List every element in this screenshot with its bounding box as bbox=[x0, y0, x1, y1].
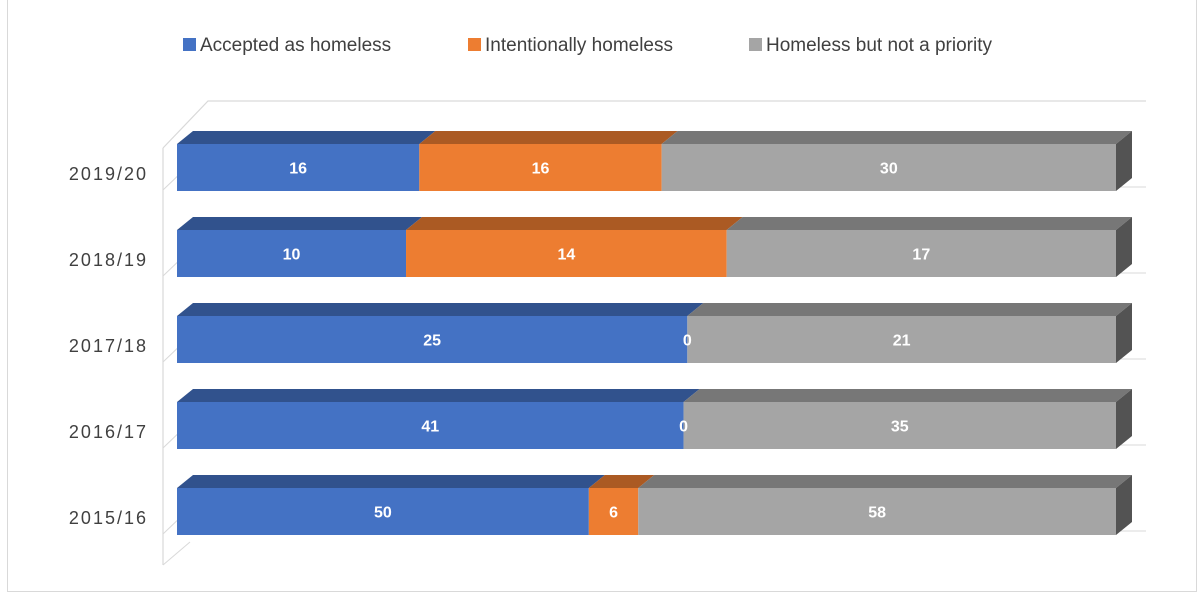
bar-segment bbox=[406, 230, 727, 277]
bar-side-face bbox=[1116, 389, 1132, 449]
bar-top-face bbox=[177, 389, 700, 402]
legend-swatch-1 bbox=[183, 38, 196, 51]
data-label: 10 bbox=[283, 247, 301, 264]
category-label: 2015/16 bbox=[69, 508, 148, 528]
bar-segment bbox=[177, 144, 420, 191]
data-label: 16 bbox=[532, 161, 550, 178]
data-label: 21 bbox=[893, 333, 911, 350]
bar-top-face bbox=[683, 389, 1132, 402]
data-label: 58 bbox=[868, 505, 886, 522]
bar-segment bbox=[638, 488, 1116, 535]
bar-side-face bbox=[1116, 303, 1132, 363]
bar-segment bbox=[588, 488, 639, 535]
bar-segment bbox=[726, 230, 1116, 277]
data-label: 41 bbox=[421, 419, 439, 436]
legend-swatch-3 bbox=[749, 38, 762, 51]
bar-top-face bbox=[406, 217, 743, 230]
data-label: 16 bbox=[289, 161, 307, 178]
bar-segment bbox=[661, 144, 1116, 191]
bar-side-face bbox=[1116, 475, 1132, 535]
data-label: 50 bbox=[374, 505, 392, 522]
bar-segment bbox=[683, 402, 1116, 449]
bar-side-face bbox=[1116, 217, 1132, 277]
bar-top-face bbox=[177, 131, 436, 144]
category-label: 2017/18 bbox=[69, 336, 148, 356]
bar-side-face bbox=[1116, 131, 1132, 191]
legend-label-3: Homeless but not a priority bbox=[766, 35, 992, 56]
bar-segment bbox=[177, 488, 589, 535]
data-label: 0 bbox=[683, 333, 692, 350]
bar-segment bbox=[687, 316, 1116, 363]
bar-top-face bbox=[638, 475, 1132, 488]
category-label: 2018/19 bbox=[69, 250, 148, 270]
bar-top-face bbox=[177, 303, 704, 316]
data-label: 25 bbox=[423, 333, 441, 350]
back-wall-top-line bbox=[162, 100, 1146, 149]
data-label: 17 bbox=[912, 247, 930, 264]
bar-segment bbox=[419, 144, 662, 191]
legend-label-2: Intentionally homeless bbox=[485, 35, 673, 56]
bar-top-face bbox=[177, 475, 605, 488]
data-label: 14 bbox=[557, 247, 575, 264]
category-label: 2019/20 bbox=[69, 164, 148, 184]
bar-segment bbox=[177, 316, 688, 363]
bar-top-face bbox=[726, 217, 1132, 230]
bar-segment bbox=[177, 230, 407, 277]
bar-top-face bbox=[419, 131, 678, 144]
bar-top-face bbox=[687, 303, 1132, 316]
legend-label-1: Accepted as homeless bbox=[200, 35, 391, 56]
data-label: 0 bbox=[679, 419, 688, 436]
bar-top-face bbox=[661, 131, 1132, 144]
legend-swatch-2 bbox=[468, 38, 481, 51]
bar-top-face bbox=[177, 217, 423, 230]
data-label: 30 bbox=[880, 161, 898, 178]
data-label: 35 bbox=[891, 419, 909, 436]
bar-segment bbox=[177, 402, 684, 449]
floor-bottom-diagonal bbox=[162, 541, 191, 566]
bar-top-face bbox=[588, 475, 655, 488]
category-label: 2016/17 bbox=[69, 422, 148, 442]
data-label: 6 bbox=[609, 505, 618, 522]
